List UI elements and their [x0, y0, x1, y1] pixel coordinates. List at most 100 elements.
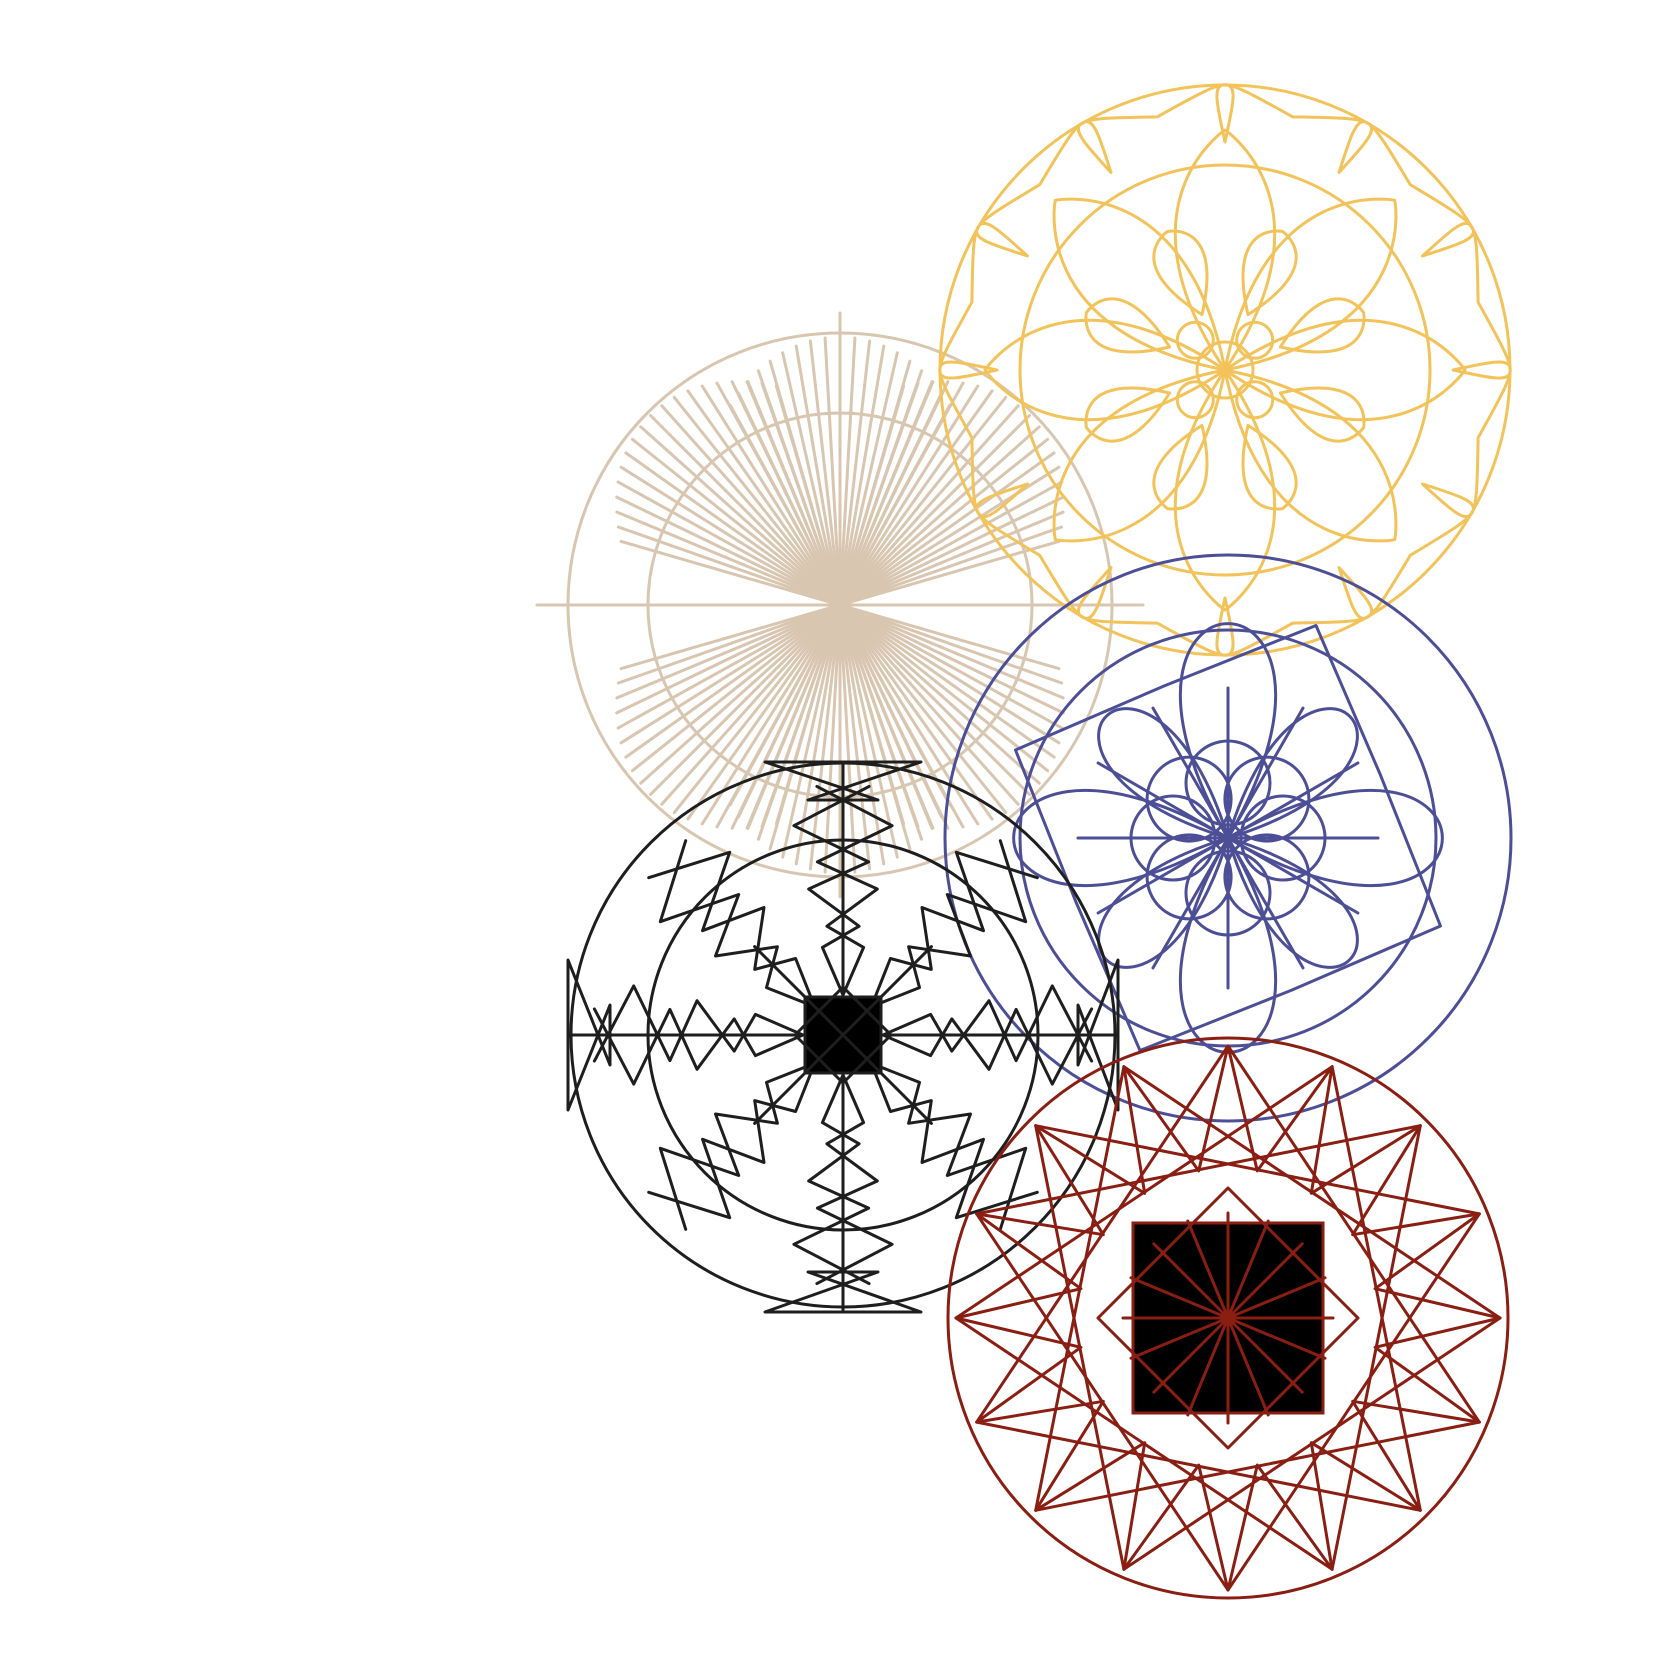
sunburst-ray: [823, 336, 842, 607]
heart-small-heart: [1278, 297, 1366, 354]
star-center-spoke: [1129, 1276, 1230, 1320]
sunburst-ray: [616, 603, 842, 685]
sunburst-ray: [838, 603, 906, 826]
arrow-diagonal-spoke: [753, 1033, 845, 1125]
arrow-zigzag-arm: [881, 984, 1094, 1063]
sunburst-ray: [660, 603, 842, 806]
heart-small-heart: [1152, 229, 1209, 317]
sunburst-ray: [619, 465, 842, 607]
sunburst-rosette: [535, 311, 1145, 899]
sunburst-ray: [639, 603, 842, 785]
star-chord: [975, 1124, 1422, 1216]
arrow-zigzag-arm: [658, 839, 817, 1009]
star-center-spoke: [1226, 1316, 1304, 1394]
heart-rosette: [938, 83, 1512, 657]
sunburst-ray: [838, 451, 1056, 607]
heart-petal: [1223, 368, 1398, 543]
arrow-zigzag-arm: [647, 850, 817, 1009]
sunburst-ray: [838, 603, 1020, 806]
heart-petal: [1052, 368, 1227, 543]
sunburst-ray: [730, 603, 842, 830]
heart-small-heart: [1084, 297, 1172, 354]
arrow-rosette: [566, 760, 1120, 1314]
sunburst-ray: [838, 380, 935, 607]
heart-small-heart: [1152, 423, 1209, 511]
sunburst-ray: [823, 603, 842, 874]
heart-petal: [983, 318, 1227, 422]
sunburst-ray: [624, 603, 842, 759]
sunburst-ray: [745, 603, 842, 830]
sunburst-ray: [686, 389, 842, 607]
arrow-cap-bottom: [763, 1270, 923, 1314]
heart-small-heart: [1278, 386, 1366, 443]
sunburst-ray: [838, 603, 1065, 700]
arrow-zigzag-arm: [792, 1073, 871, 1286]
star-center-spoke: [1226, 1276, 1327, 1320]
arrow-zigzag-arm: [881, 1007, 1094, 1086]
sunburst-ray: [838, 603, 935, 830]
arrow-zigzag-arm: [815, 784, 894, 997]
sunburst-ray: [619, 603, 842, 671]
loop-star-outline: [1014, 624, 1442, 1052]
sunburst-ray: [615, 510, 842, 607]
heart-small-heart: [1241, 423, 1298, 511]
sunburst-ray: [774, 603, 842, 826]
sunburst-ray: [730, 380, 842, 607]
sunburst-ray: [838, 344, 886, 607]
sunburst-ray: [715, 381, 842, 607]
sunburst-ray: [745, 380, 842, 607]
sunburst-ray: [838, 525, 1064, 607]
star-center-spoke: [1226, 1242, 1304, 1320]
sunburst-ray: [715, 603, 842, 829]
sunburst-ray: [838, 395, 1008, 607]
sunburst-ray: [838, 603, 899, 859]
sunburst-ray: [838, 404, 1020, 607]
star-center-spoke: [1186, 1219, 1230, 1320]
sunburst-ray: [649, 603, 842, 796]
arrow-zigzag-arm: [592, 1007, 805, 1086]
sunburst-ray: [616, 603, 842, 730]
sunburst-ray: [639, 425, 842, 607]
sunburst-ray: [616, 525, 842, 607]
arrow-zigzag-arm: [647, 1061, 817, 1220]
sunburst-ray: [630, 437, 842, 607]
loop-large-petal: [1012, 788, 1230, 888]
arrow-cap-top: [763, 760, 923, 802]
arrow-diagonal-spoke: [753, 945, 845, 1037]
sunburst-ray: [649, 414, 842, 607]
heart-center-loop: [1235, 380, 1275, 420]
sunburst-ray: [838, 603, 1064, 730]
sunburst-ray: [838, 381, 920, 607]
sunburst-ray: [838, 510, 1065, 607]
sunburst-ray: [838, 603, 920, 829]
sunburst-ray: [838, 381, 965, 607]
star-chord: [1034, 1124, 1481, 1216]
heart-center-loop: [1235, 320, 1275, 360]
sunburst-ray: [808, 603, 842, 871]
arrow-zigzag-arm: [869, 850, 1039, 1009]
arrow-zigzag-arm: [869, 1061, 1028, 1231]
heart-center-loop: [1175, 320, 1215, 360]
heart-petal: [1223, 197, 1398, 372]
loop-inner-loop: [1145, 755, 1233, 843]
sunburst-ray: [838, 603, 886, 866]
arrow-zigzag-arm: [815, 1073, 894, 1286]
sunburst-ray: [838, 414, 1031, 607]
sunburst-ray: [630, 603, 842, 773]
star-chord: [954, 1065, 1334, 1320]
sunburst-ray: [838, 603, 994, 821]
heart-middle-ring: [1018, 163, 1432, 577]
sunburst-ray: [672, 395, 842, 607]
heart-small-heart: [1241, 229, 1298, 317]
star-center-spoke: [1152, 1242, 1230, 1320]
heart-petal: [1173, 128, 1277, 372]
arrow-zigzag-arm: [869, 1061, 1039, 1220]
star-center-spoke: [1226, 1219, 1270, 1320]
sunburst-ray: [838, 384, 980, 607]
star-outer-ring: [946, 1036, 1510, 1600]
loop-spoke: [1151, 706, 1230, 840]
sunburst-ray: [838, 603, 1061, 745]
sunburst-ray: [624, 451, 842, 607]
loop-spoke: [1096, 836, 1230, 915]
